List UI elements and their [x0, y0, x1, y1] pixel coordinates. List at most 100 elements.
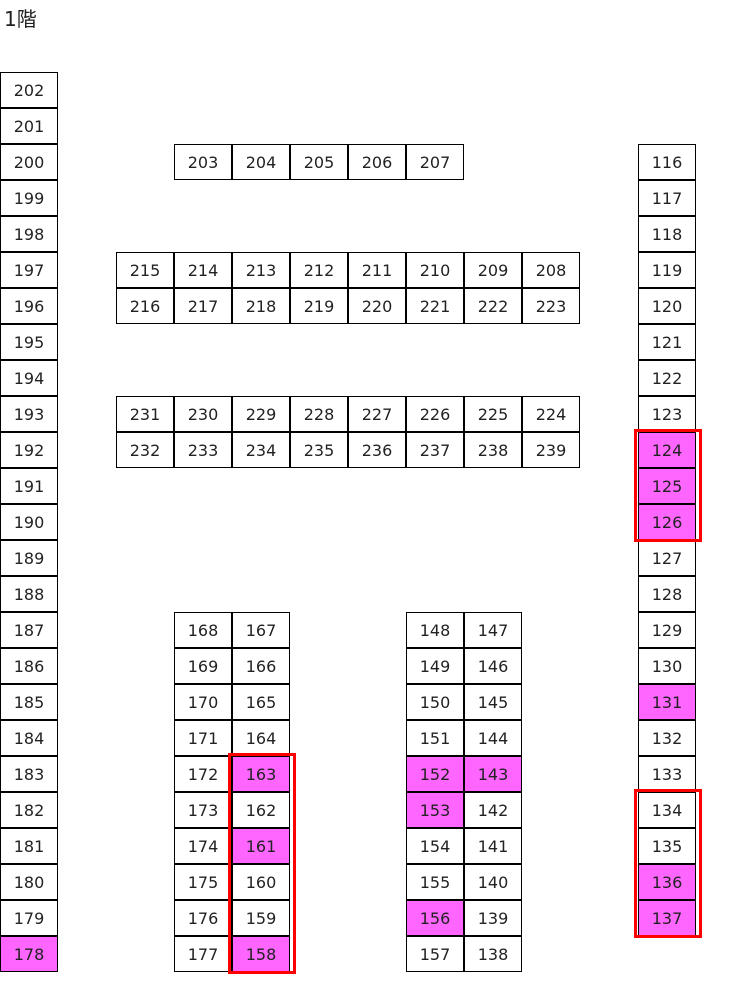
- seat-220[interactable]: 220: [348, 288, 406, 324]
- seat-165[interactable]: 165: [232, 684, 290, 720]
- seat-168[interactable]: 168: [174, 612, 232, 648]
- seat-237[interactable]: 237: [406, 432, 464, 468]
- seat-218[interactable]: 218: [232, 288, 290, 324]
- seat-176[interactable]: 176: [174, 900, 232, 936]
- seat-141[interactable]: 141: [464, 828, 522, 864]
- seat-138[interactable]: 138: [464, 936, 522, 972]
- seat-151[interactable]: 151: [406, 720, 464, 756]
- seat-231[interactable]: 231: [116, 396, 174, 432]
- seat-190[interactable]: 190: [0, 504, 58, 540]
- seat-175[interactable]: 175: [174, 864, 232, 900]
- seat-118[interactable]: 118: [638, 216, 696, 252]
- seat-116[interactable]: 116: [638, 144, 696, 180]
- seat-131[interactable]: 131: [638, 684, 696, 720]
- seat-208[interactable]: 208: [522, 252, 580, 288]
- seat-146[interactable]: 146: [464, 648, 522, 684]
- seat-232[interactable]: 232: [116, 432, 174, 468]
- seat-200[interactable]: 200: [0, 144, 58, 180]
- seat-130[interactable]: 130: [638, 648, 696, 684]
- seat-236[interactable]: 236: [348, 432, 406, 468]
- seat-124[interactable]: 124: [638, 432, 696, 468]
- seat-221[interactable]: 221: [406, 288, 464, 324]
- seat-127[interactable]: 127: [638, 540, 696, 576]
- seat-158[interactable]: 158: [232, 936, 290, 972]
- seat-215[interactable]: 215: [116, 252, 174, 288]
- seat-212[interactable]: 212: [290, 252, 348, 288]
- seat-179[interactable]: 179: [0, 900, 58, 936]
- seat-196[interactable]: 196: [0, 288, 58, 324]
- seat-155[interactable]: 155: [406, 864, 464, 900]
- seat-166[interactable]: 166: [232, 648, 290, 684]
- seat-156[interactable]: 156: [406, 900, 464, 936]
- seat-170[interactable]: 170: [174, 684, 232, 720]
- seat-234[interactable]: 234: [232, 432, 290, 468]
- seat-214[interactable]: 214: [174, 252, 232, 288]
- seat-178[interactable]: 178: [0, 936, 58, 972]
- seat-139[interactable]: 139: [464, 900, 522, 936]
- seat-129[interactable]: 129: [638, 612, 696, 648]
- seat-144[interactable]: 144: [464, 720, 522, 756]
- seat-117[interactable]: 117: [638, 180, 696, 216]
- seat-213[interactable]: 213: [232, 252, 290, 288]
- seat-203[interactable]: 203: [174, 144, 232, 180]
- seat-159[interactable]: 159: [232, 900, 290, 936]
- seat-135[interactable]: 135: [638, 828, 696, 864]
- seat-186[interactable]: 186: [0, 648, 58, 684]
- seat-209[interactable]: 209: [464, 252, 522, 288]
- seat-191[interactable]: 191: [0, 468, 58, 504]
- seat-235[interactable]: 235: [290, 432, 348, 468]
- seat-217[interactable]: 217: [174, 288, 232, 324]
- seat-227[interactable]: 227: [348, 396, 406, 432]
- seat-224[interactable]: 224: [522, 396, 580, 432]
- seat-149[interactable]: 149: [406, 648, 464, 684]
- seat-160[interactable]: 160: [232, 864, 290, 900]
- seat-153[interactable]: 153: [406, 792, 464, 828]
- seat-185[interactable]: 185: [0, 684, 58, 720]
- seat-192[interactable]: 192: [0, 432, 58, 468]
- seat-132[interactable]: 132: [638, 720, 696, 756]
- seat-133[interactable]: 133: [638, 756, 696, 792]
- seat-225[interactable]: 225: [464, 396, 522, 432]
- seat-180[interactable]: 180: [0, 864, 58, 900]
- seat-204[interactable]: 204: [232, 144, 290, 180]
- seat-195[interactable]: 195: [0, 324, 58, 360]
- seat-207[interactable]: 207: [406, 144, 464, 180]
- seat-206[interactable]: 206: [348, 144, 406, 180]
- seat-228[interactable]: 228: [290, 396, 348, 432]
- seat-182[interactable]: 182: [0, 792, 58, 828]
- seat-173[interactable]: 173: [174, 792, 232, 828]
- seat-197[interactable]: 197: [0, 252, 58, 288]
- seat-222[interactable]: 222: [464, 288, 522, 324]
- seat-162[interactable]: 162: [232, 792, 290, 828]
- seat-134[interactable]: 134: [638, 792, 696, 828]
- seat-202[interactable]: 202: [0, 72, 58, 108]
- seat-126[interactable]: 126: [638, 504, 696, 540]
- seat-119[interactable]: 119: [638, 252, 696, 288]
- seat-201[interactable]: 201: [0, 108, 58, 144]
- seat-238[interactable]: 238: [464, 432, 522, 468]
- seat-142[interactable]: 142: [464, 792, 522, 828]
- seat-199[interactable]: 199: [0, 180, 58, 216]
- seat-239[interactable]: 239: [522, 432, 580, 468]
- seat-172[interactable]: 172: [174, 756, 232, 792]
- seat-223[interactable]: 223: [522, 288, 580, 324]
- seat-205[interactable]: 205: [290, 144, 348, 180]
- seat-152[interactable]: 152: [406, 756, 464, 792]
- seat-128[interactable]: 128: [638, 576, 696, 612]
- seat-167[interactable]: 167: [232, 612, 290, 648]
- seat-148[interactable]: 148: [406, 612, 464, 648]
- seat-198[interactable]: 198: [0, 216, 58, 252]
- seat-157[interactable]: 157: [406, 936, 464, 972]
- seat-161[interactable]: 161: [232, 828, 290, 864]
- seat-177[interactable]: 177: [174, 936, 232, 972]
- seat-164[interactable]: 164: [232, 720, 290, 756]
- seat-154[interactable]: 154: [406, 828, 464, 864]
- seat-171[interactable]: 171: [174, 720, 232, 756]
- seat-150[interactable]: 150: [406, 684, 464, 720]
- seat-181[interactable]: 181: [0, 828, 58, 864]
- seat-121[interactable]: 121: [638, 324, 696, 360]
- seat-174[interactable]: 174: [174, 828, 232, 864]
- seat-189[interactable]: 189: [0, 540, 58, 576]
- seat-169[interactable]: 169: [174, 648, 232, 684]
- seat-188[interactable]: 188: [0, 576, 58, 612]
